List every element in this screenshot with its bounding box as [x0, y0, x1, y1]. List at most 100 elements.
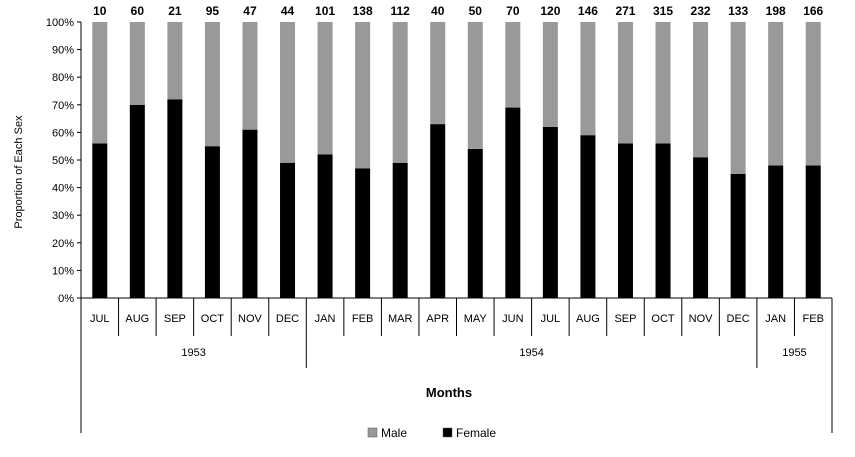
bar-male	[92, 22, 108, 144]
sample-size-label: 21	[168, 4, 182, 18]
month-label: FEB	[352, 313, 373, 325]
month-label: SEP	[164, 313, 186, 325]
sample-size-label: 40	[431, 4, 445, 18]
sample-size-label: 10	[93, 4, 107, 18]
month-label: AUG	[125, 313, 149, 325]
sample-size-label: 112	[390, 4, 410, 18]
sample-size-label: 146	[578, 4, 598, 18]
bar-male	[730, 22, 746, 174]
bar-male	[505, 22, 521, 108]
bar-female	[467, 148, 483, 298]
bar-female	[204, 146, 220, 298]
month-label: JUL	[90, 313, 110, 325]
bar-female	[655, 143, 671, 298]
bar-male	[280, 22, 296, 163]
year-label: 1954	[519, 347, 543, 359]
bar-female	[355, 168, 371, 298]
y-tick-label: 60%	[52, 127, 74, 139]
sample-size-labels: 10 60 21 95 47 44 101 138 112 40 50 70 120 146 271 315 2…	[93, 4, 823, 18]
bar-male	[430, 22, 446, 125]
bar-female	[129, 104, 145, 298]
month-label: JUL	[541, 313, 561, 325]
y-tick-label: 80%	[52, 72, 74, 84]
sample-size-label: 95	[206, 4, 220, 18]
bar-female	[542, 126, 558, 298]
month-label: DEC	[276, 313, 299, 325]
month-label: AUG	[576, 313, 600, 325]
legend-label-female: Female	[456, 426, 496, 440]
bar-male	[242, 22, 258, 130]
legend-swatch-female	[442, 427, 453, 438]
sample-size-label: 70	[506, 4, 520, 18]
month-label: MAY	[464, 313, 488, 325]
month-label: JUN	[502, 313, 523, 325]
month-label: NOV	[238, 313, 263, 325]
bar-female	[580, 135, 596, 298]
y-tick-label: 20%	[52, 238, 74, 250]
y-tick-label: 0%	[58, 293, 74, 305]
bar-female	[167, 99, 183, 298]
bar-female	[617, 143, 633, 298]
bar-male	[542, 22, 558, 127]
bar-female	[242, 129, 258, 298]
sample-size-label: 50	[469, 4, 483, 18]
bar-female	[392, 162, 408, 298]
bar-female	[768, 165, 784, 298]
bars	[92, 22, 821, 299]
bar-female	[805, 165, 821, 298]
bar-male	[580, 22, 596, 136]
bar-female	[505, 107, 521, 298]
y-axis-title: Proportion of Each Sex	[13, 115, 25, 229]
month-label: NOV	[689, 313, 714, 325]
sample-size-label: 166	[803, 4, 823, 18]
month-label: DEC	[727, 313, 750, 325]
sample-size-label: 232	[691, 4, 711, 18]
bar-male	[655, 22, 671, 144]
month-label: APR	[426, 313, 449, 325]
sample-size-label: 138	[353, 4, 373, 18]
y-tick-label: 30%	[52, 210, 74, 222]
y-axis: 0% 10% 20% 30% 40% 50% 60% 70% 80% 90% 100%	[46, 17, 82, 305]
legend: Male Female	[367, 426, 496, 440]
sample-size-label: 44	[281, 4, 295, 18]
bar-male	[467, 22, 483, 149]
y-tick-label: 50%	[52, 155, 74, 167]
sample-size-label: 315	[653, 4, 673, 18]
x-axis-title: Months	[426, 385, 472, 400]
bar-male	[805, 22, 821, 166]
y-tick-label: 10%	[52, 265, 74, 277]
bar-female	[430, 124, 446, 299]
y-tick-label: 100%	[46, 17, 74, 29]
bar-female	[730, 173, 746, 298]
y-tick-label: 70%	[52, 100, 74, 112]
legend-label-male: Male	[381, 426, 407, 440]
bar-male	[693, 22, 709, 158]
bar-male	[392, 22, 408, 163]
year-label: 1953	[181, 347, 205, 359]
bar-female	[317, 154, 333, 298]
y-tick-label: 40%	[52, 183, 74, 195]
sample-size-label: 120	[540, 4, 560, 18]
bar-male	[204, 22, 220, 147]
sample-size-label: 101	[315, 4, 335, 18]
month-label: OCT	[651, 313, 675, 325]
month-label: JAN	[315, 313, 336, 325]
x-axis-table: JUL AUG SEP OCT NOV DEC JAN FEB MAR APR MAY JUN JUL A…	[80, 297, 833, 433]
bar-male	[129, 22, 145, 105]
year-label: 1955	[782, 347, 806, 359]
month-label: OCT	[201, 313, 225, 325]
bar-male	[355, 22, 371, 169]
bar-female	[693, 157, 709, 298]
bar-female	[280, 162, 296, 298]
bar-male	[167, 22, 183, 100]
sample-size-label: 271	[615, 4, 635, 18]
legend-swatch-male	[367, 427, 378, 438]
y-tick-label: 90%	[52, 45, 74, 57]
sample-size-label: 198	[766, 4, 786, 18]
bar-male	[317, 22, 333, 155]
month-label: FEB	[803, 313, 824, 325]
sample-size-label: 47	[243, 4, 257, 18]
bar-male	[768, 22, 784, 166]
